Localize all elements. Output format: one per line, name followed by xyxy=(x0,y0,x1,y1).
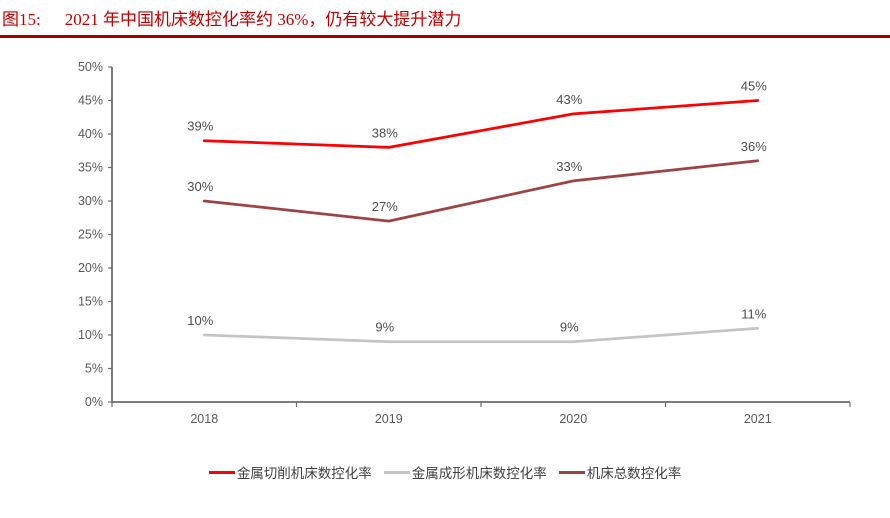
series-line-2 xyxy=(202,159,760,223)
legend-item-2: 机床总数控化率 xyxy=(558,462,682,482)
series-line-0 xyxy=(202,99,760,149)
title-divider xyxy=(0,35,890,38)
x-axis-tick-label: 2020 xyxy=(559,412,587,426)
x-axis-tick-label: 2019 xyxy=(375,412,403,426)
y-axis-tick-label: 25% xyxy=(78,228,103,242)
legend-label: 机床总数控化率 xyxy=(586,466,682,481)
legend-item-0: 金属切削机床数控化率 xyxy=(208,462,372,482)
data-point-label: 11% xyxy=(741,306,766,321)
chart-area: 0% 5% 10% 15% 20% 25% 30% 35% 40% 45% 50% 2018 2019 2… xyxy=(0,38,890,482)
chart-legend: 金属切削机床数控化率 金属成形机床数控化率 机床总数控化率 xyxy=(0,462,890,482)
x-axis-tick-label: 2018 xyxy=(190,412,218,426)
figure-title: 2021 年中国机床数控化率约 36%，仍有较大提升潜力 xyxy=(64,10,462,29)
data-point-label: 30% xyxy=(187,179,213,194)
data-point-label: 38% xyxy=(372,125,398,140)
data-point-label: 39% xyxy=(187,119,213,134)
data-point-label: 43% xyxy=(556,92,582,107)
y-axis-tick-label: 10% xyxy=(78,328,103,342)
data-point-label: 27% xyxy=(372,199,398,214)
y-axis-tick-label: 0% xyxy=(85,395,103,409)
legend-swatch-icon xyxy=(383,470,410,474)
legend-swatch-icon xyxy=(558,470,585,474)
x-axis-tick-label: 2021 xyxy=(744,412,772,426)
series-line-1 xyxy=(202,326,760,344)
y-axis-tick-label: 20% xyxy=(78,261,103,275)
y-axis-tick-label: 50% xyxy=(78,60,103,74)
y-axis-tick-label: 15% xyxy=(78,295,103,309)
legend-label: 金属切削机床数控化率 xyxy=(236,466,372,481)
y-axis-tick-label: 35% xyxy=(78,161,103,175)
figure-title-row: 图15: 2021 年中国机床数控化率约 36%，仍有较大提升潜力 xyxy=(0,0,890,31)
figure-container: 图15: 2021 年中国机床数控化率约 36%，仍有较大提升潜力 0% 5% 10%… xyxy=(0,0,890,482)
line-chart: 0% 5% 10% 15% 20% 25% 30% 35% 40% 45% 50% 2018 2019 2… xyxy=(78,60,851,426)
y-axis-tick-label: 5% xyxy=(85,362,103,376)
data-point-label: 9% xyxy=(375,320,394,335)
data-point-label: 36% xyxy=(741,139,767,154)
legend-label: 金属成形机床数控化率 xyxy=(411,466,547,481)
figure-label: 图15: xyxy=(2,10,41,29)
data-point-label: 9% xyxy=(560,320,579,335)
y-axis-tick-label: 40% xyxy=(78,127,103,141)
data-point-label: 10% xyxy=(187,313,213,328)
y-axis-tick-label: 45% xyxy=(78,94,103,108)
legend-swatch-icon xyxy=(208,470,235,474)
y-axis-tick-label: 30% xyxy=(78,194,103,208)
data-point-label: 33% xyxy=(556,159,582,174)
data-point-label: 45% xyxy=(741,79,767,94)
legend-item-1: 金属成形机床数控化率 xyxy=(383,462,547,482)
